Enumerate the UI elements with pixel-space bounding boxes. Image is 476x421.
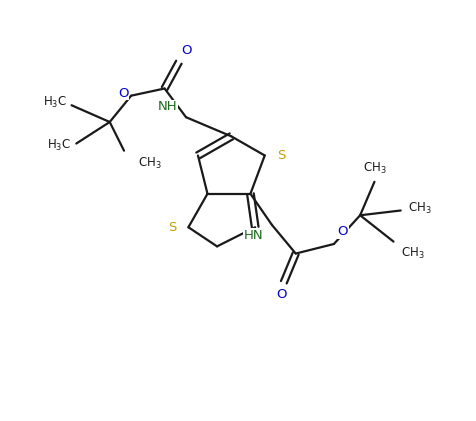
Text: H$_3$C: H$_3$C	[42, 95, 67, 110]
Text: S: S	[168, 221, 176, 234]
Text: H$_3$C: H$_3$C	[47, 139, 71, 154]
Text: O: O	[181, 44, 191, 57]
Text: CH$_3$: CH$_3$	[138, 155, 162, 171]
Text: HN: HN	[243, 229, 263, 242]
Text: O: O	[276, 288, 286, 301]
Text: NH: NH	[158, 100, 177, 113]
Text: CH$_3$: CH$_3$	[362, 161, 386, 176]
Text: CH$_3$: CH$_3$	[407, 200, 431, 216]
Text: CH$_3$: CH$_3$	[400, 246, 424, 261]
Text: O: O	[337, 225, 347, 238]
Text: O: O	[118, 87, 129, 100]
Text: S: S	[276, 149, 285, 162]
